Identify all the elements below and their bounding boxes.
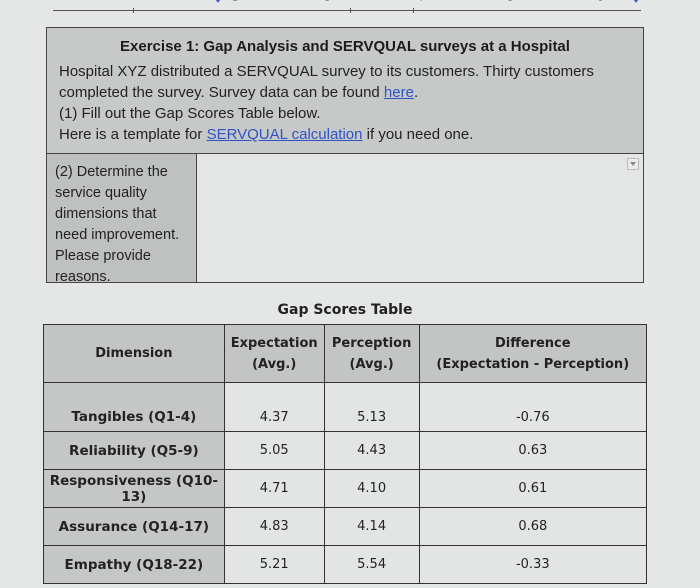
dimension-cell: Reliability (Q5-9)	[43, 431, 225, 470]
survey-data-link[interactable]: here	[383, 84, 414, 101]
table-header-row: Dimension Expectation (Avg.) Perception (A…	[43, 324, 648, 383]
header-expectation: Expectation (Avg.)	[223, 324, 325, 383]
expectation-cell: 4.83	[223, 507, 325, 546]
expectation-cell: 4.71	[223, 469, 325, 508]
difference-cell: 0.68	[418, 507, 648, 546]
perception-cell: 4.43	[323, 431, 420, 470]
exercise-line-1: Hospital XYZ distributed a SERVQUAL surv…	[59, 63, 594, 80]
ruler-number: 6	[598, 0, 602, 3]
difference-cell: -0.76	[418, 382, 648, 432]
ruler-number: 4	[418, 0, 422, 3]
dimension-cell: Responsiveness (Q10-13)	[43, 469, 225, 508]
perception-cell: 5.13	[323, 382, 420, 432]
question-2-row: (2) Determine the service quality dimens…	[46, 153, 644, 285]
text: Expectation	[230, 335, 318, 351]
table-row: Responsiveness (Q10-13) 4.71 4.10 0.61	[43, 469, 648, 508]
exercise-description: Hospital XYZ distributed a SERVQUAL surv…	[47, 61, 643, 153]
table-title: Gap Scores Table	[277, 302, 413, 318]
text: if you need one.	[362, 126, 474, 143]
header-dimension: Dimension	[43, 324, 225, 383]
ruler-tick	[350, 8, 351, 13]
text: Here is a template for	[59, 126, 207, 143]
dimension-cell: Empathy (Q18-22)	[43, 545, 225, 584]
expectation-cell: 5.05	[223, 431, 325, 470]
table-row: Tangibles (Q1-4) 4.37 5.13 -0.76	[43, 382, 648, 432]
exercise-line-4: Here is a template for SERVQUAL calculat…	[59, 124, 633, 145]
servqual-template-link[interactable]: SERVQUAL calculation	[206, 126, 363, 143]
perception-cell: 5.54	[323, 545, 420, 584]
exercise-box: Exercise 1: Gap Analysis and SERVQUAL su…	[46, 27, 644, 154]
chevron-down-icon[interactable]	[627, 158, 639, 170]
perception-cell: 4.10	[323, 469, 420, 508]
ruler-number: 5	[508, 0, 512, 3]
question-2-label: (2) Determine the service quality dimens…	[47, 154, 197, 285]
exercise-title: Exercise 1: Gap Analysis and SERVQUAL su…	[120, 38, 570, 55]
ruler-tick	[133, 8, 134, 13]
right-indent-marker-icon[interactable]	[631, 0, 641, 3]
text: Perception	[331, 335, 412, 351]
dimension-cell: Assurance (Q14-17)	[43, 507, 225, 546]
question-2-answer-field[interactable]	[197, 154, 643, 282]
expectation-cell: 5.21	[223, 545, 325, 584]
dimension-cell: Tangibles (Q1-4)	[43, 382, 225, 432]
ruler-number: 2	[233, 0, 237, 3]
ruler-number: 3	[325, 0, 329, 3]
text: (Avg.)	[252, 356, 297, 372]
text: Difference	[494, 335, 571, 351]
header-difference: Difference (Expectation - Perception)	[418, 324, 648, 383]
text: .	[413, 84, 419, 101]
difference-cell: -0.33	[418, 545, 648, 584]
difference-cell: 0.63	[418, 431, 648, 470]
indent-marker-icon[interactable]	[213, 0, 223, 3]
header-perception: Perception (Avg.)	[323, 324, 420, 383]
text: (Avg.)	[349, 356, 394, 372]
document-ruler[interactable]: 2 3 4 5 6	[53, 0, 641, 13]
exercise-line-2: completed the survey. Survey data can be…	[59, 82, 633, 103]
difference-cell: 0.61	[418, 469, 648, 508]
table-row: Empathy (Q18-22) 5.21 5.54 -0.33	[43, 545, 648, 584]
exercise-line-3: (1) Fill out the Gap Scores Table below.	[59, 105, 321, 122]
text: (Expectation - Perception)	[436, 356, 630, 372]
table-row: Assurance (Q14-17) 4.83 4.14 0.68	[43, 507, 648, 546]
expectation-cell: 4.37	[223, 382, 325, 432]
table-row: Reliability (Q5-9) 5.05 4.43 0.63	[43, 431, 648, 470]
ruler-tick	[413, 8, 414, 13]
perception-cell: 4.14	[323, 507, 420, 546]
text: completed the survey. Survey data can be…	[59, 84, 384, 101]
gap-scores-table: Dimension Expectation (Avg.) Perception (A…	[43, 324, 648, 584]
